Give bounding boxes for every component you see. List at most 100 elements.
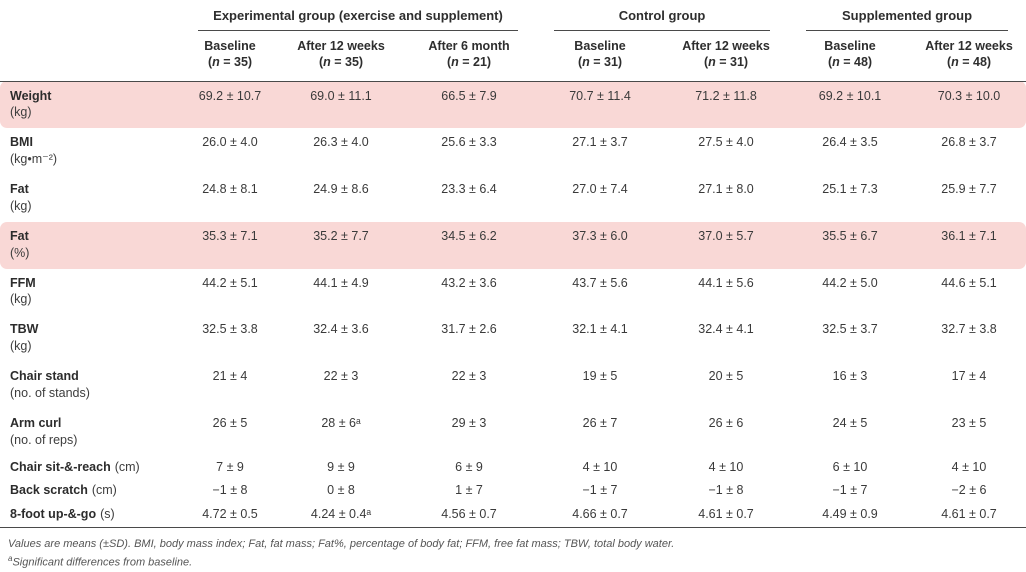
cell-value: 34.5 ± 6.2 bbox=[402, 221, 537, 269]
cell-value: 26.4 ± 3.5 bbox=[822, 135, 878, 150]
cell-value: 4.24 ± 0.4ᵃ bbox=[310, 507, 372, 522]
cell-value: −1 ± 7 bbox=[832, 483, 868, 498]
corner-cell bbox=[0, 2, 180, 31]
cell-value: 6 ± 9 bbox=[455, 459, 483, 474]
corner-cell bbox=[0, 31, 180, 82]
cell-value: 25.9 ± 7.7 bbox=[941, 182, 997, 196]
table-row: Chair stand (no. of stands) 21 ± 4 22 ± 3… bbox=[0, 362, 1026, 409]
column-header: After 12 weeks (n = 48) bbox=[912, 31, 1026, 82]
cell-value: −1 ± 8 bbox=[708, 483, 744, 498]
table-row: Chair sit-&-reach (cm) 7 ± 9 9 ± 9 6 ± 9 … bbox=[0, 456, 1026, 480]
cell-value: 20 ± 5 bbox=[708, 369, 744, 383]
cell-value: 26 ± 7 bbox=[582, 415, 618, 430]
cell-value: 43.7 ± 5.6 bbox=[572, 275, 628, 290]
table-row: TBW (kg) 32.5 ± 3.8 32.4 ± 3.6 31.7 ± 2.6… bbox=[0, 315, 1026, 362]
column-header: After 6 month (n = 21) bbox=[402, 31, 537, 82]
column-header: After 12 weeks (n = 35) bbox=[280, 31, 402, 82]
cell-value: 69.2 ± 10.1 bbox=[788, 81, 913, 129]
row-unit: (s) bbox=[100, 507, 115, 522]
cell-value: 27.5 ± 4.0 bbox=[698, 135, 754, 150]
group-label: Supplemented group bbox=[806, 8, 1009, 31]
row-unit: (cm) bbox=[91, 483, 117, 498]
cell-value: 27.1 ± 8.0 bbox=[698, 182, 754, 196]
cell-value: 27.1 ± 3.7 bbox=[572, 135, 628, 150]
cell-value: 32.5 ± 3.8 bbox=[202, 322, 258, 337]
cell-value: 24 ± 5 bbox=[832, 415, 868, 430]
paper-table-figure: Experimental group (exercise and supplem… bbox=[0, 8, 1026, 569]
cell-value: 1 ± 7 bbox=[455, 483, 483, 498]
cell-value: 4 ± 10 bbox=[708, 459, 744, 474]
cell-value: 16 ± 3 bbox=[832, 369, 868, 383]
cell-value: 7 ± 9 bbox=[216, 459, 244, 474]
row-unit: (kg) bbox=[10, 198, 32, 213]
cell-value: 32.5 ± 3.7 bbox=[822, 322, 878, 337]
footnote-significance: aSignificant differences from baseline. bbox=[8, 554, 193, 569]
group-label: Control group bbox=[554, 8, 771, 31]
row-label: BMI (kg•m⁻²) bbox=[0, 128, 180, 175]
cell-value: 69.2 ± 10.7 bbox=[180, 81, 280, 129]
row-unit: (cm) bbox=[114, 459, 140, 474]
cell-value: 44.1 ± 5.6 bbox=[698, 275, 754, 290]
table-row: Fat (%) 35.3 ± 7.1 35.2 ± 7.7 34.5 ± 6.2 … bbox=[0, 221, 1026, 269]
cell-value: 37.0 ± 5.7 bbox=[664, 221, 789, 269]
row-unit: (kg) bbox=[10, 339, 32, 354]
cell-value: 36.1 ± 7.1 bbox=[912, 221, 1026, 269]
footnotes: Values are means (±SD). BMI, body mass i… bbox=[0, 528, 1026, 572]
row-unit: (no. of reps) bbox=[10, 432, 78, 447]
column-header-row: Baseline (n = 35) After 12 weeks (n = 35) … bbox=[0, 31, 1026, 82]
cell-value: 44.6 ± 5.1 bbox=[941, 275, 997, 290]
row-label: Chair sit-&-reach (cm) bbox=[10, 459, 140, 474]
cell-value: 32.4 ± 4.1 bbox=[698, 322, 754, 337]
cell-value: 28 ± 6ᵃ bbox=[321, 415, 361, 430]
cell-value: 4.72 ± 0.5 bbox=[202, 507, 258, 522]
cell-value: 17 ± 4 bbox=[951, 369, 987, 383]
cell-value: 21 ± 4 bbox=[212, 369, 248, 383]
row-unit: (kg) bbox=[10, 105, 32, 120]
table-row: Arm curl (no. of reps) 26 ± 5 28 ± 6ᵃ 29 … bbox=[0, 409, 1026, 456]
cell-value: 43.2 ± 3.6 bbox=[441, 275, 497, 290]
row-label: TBW (kg) bbox=[0, 315, 180, 362]
cell-value: 44.1 ± 4.9 bbox=[313, 275, 369, 290]
cell-value: 29 ± 3 bbox=[451, 415, 487, 430]
cell-value: 44.2 ± 5.1 bbox=[202, 275, 258, 290]
row-label: Weight (kg) bbox=[0, 81, 180, 129]
table-row: 8-foot up-&-go (s) 4.72 ± 0.5 4.24 ± 0.4ᵃ… bbox=[0, 503, 1026, 527]
column-header: Baseline (n = 48) bbox=[788, 31, 913, 82]
row-unit: (%) bbox=[10, 245, 30, 260]
cell-value: 26.8 ± 3.7 bbox=[941, 135, 997, 150]
column-header: After 12 weeks (n = 31) bbox=[664, 31, 789, 82]
cell-value: 6 ± 10 bbox=[832, 459, 868, 474]
cell-value: 4.66 ± 0.7 bbox=[572, 507, 628, 522]
cell-value: 32.1 ± 4.1 bbox=[572, 322, 628, 337]
cell-value: 23 ± 5 bbox=[951, 415, 987, 430]
cell-value: 24.8 ± 8.1 bbox=[202, 182, 258, 196]
results-table: Experimental group (exercise and supplem… bbox=[0, 2, 1026, 529]
row-label: Fat (%) bbox=[0, 221, 180, 269]
cell-value: 25.6 ± 3.3 bbox=[441, 135, 497, 150]
cell-value: −1 ± 8 bbox=[212, 483, 248, 498]
cell-value: 22 ± 3 bbox=[451, 369, 487, 383]
cell-value: 27.0 ± 7.4 bbox=[572, 182, 628, 196]
cell-value: 71.2 ± 11.8 bbox=[664, 81, 789, 129]
cell-value: 26 ± 6 bbox=[708, 415, 744, 430]
column-header: Baseline (n = 35) bbox=[180, 31, 280, 82]
cell-value: 23.3 ± 6.4 bbox=[441, 182, 497, 196]
cell-value: 4.56 ± 0.7 bbox=[441, 507, 497, 522]
cell-value: 4 ± 10 bbox=[951, 459, 987, 474]
table-row: Back scratch (cm) −1 ± 8 0 ± 8 1 ± 7 −1 ±… bbox=[0, 479, 1026, 503]
cell-value: 35.5 ± 6.7 bbox=[788, 221, 913, 269]
cell-value: 22 ± 3 bbox=[323, 369, 359, 383]
cell-value: 9 ± 9 bbox=[327, 459, 355, 474]
row-unit: (kg•m⁻²) bbox=[10, 152, 58, 167]
table-row: FFM (kg) 44.2 ± 5.1 44.1 ± 4.9 43.2 ± 3.6… bbox=[0, 269, 1026, 316]
cell-value: 4 ± 10 bbox=[582, 459, 618, 474]
footnote-definitions: Values are means (±SD). BMI, body mass i… bbox=[8, 538, 675, 551]
table-row: BMI (kg•m⁻²) 26.0 ± 4.0 26.3 ± 4.0 25.6 ±… bbox=[0, 128, 1026, 175]
cell-value: 4.49 ± 0.9 bbox=[822, 507, 878, 522]
cell-value: 69.0 ± 11.1 bbox=[280, 81, 402, 129]
cell-value: 26.3 ± 4.0 bbox=[313, 135, 369, 150]
cell-value: 70.3 ± 10.0 bbox=[912, 81, 1026, 129]
group-header-control: Control group bbox=[536, 2, 788, 31]
table-body: Weight (kg) 69.2 ± 10.7 69.0 ± 11.1 66.5 … bbox=[0, 81, 1026, 528]
cell-value: 25.1 ± 7.3 bbox=[822, 182, 878, 196]
